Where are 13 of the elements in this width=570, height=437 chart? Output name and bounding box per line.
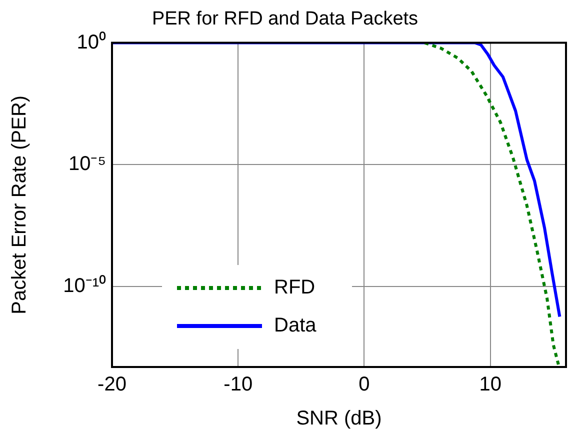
line-series	[423, 42, 560, 366]
legend-label: Data	[274, 314, 318, 337]
chart-title: PER for RFD and Data Packets	[152, 8, 418, 30]
y-tick-label: 10⁻¹⁰	[63, 274, 106, 298]
x-axis-title: SNR (dB)	[296, 408, 382, 430]
y-axis-title: Packet Error Rate (PER)	[8, 95, 31, 314]
x-tick-label: 0	[358, 374, 370, 396]
x-tick-label: -10	[224, 374, 253, 396]
y-tick-label: 10⁻⁵	[68, 153, 106, 176]
y-tick-label: 10⁰	[76, 30, 106, 54]
x-tick-label: 10	[479, 374, 502, 396]
x-tick-label: -20	[98, 374, 126, 396]
legend-label: RFD	[274, 276, 316, 299]
